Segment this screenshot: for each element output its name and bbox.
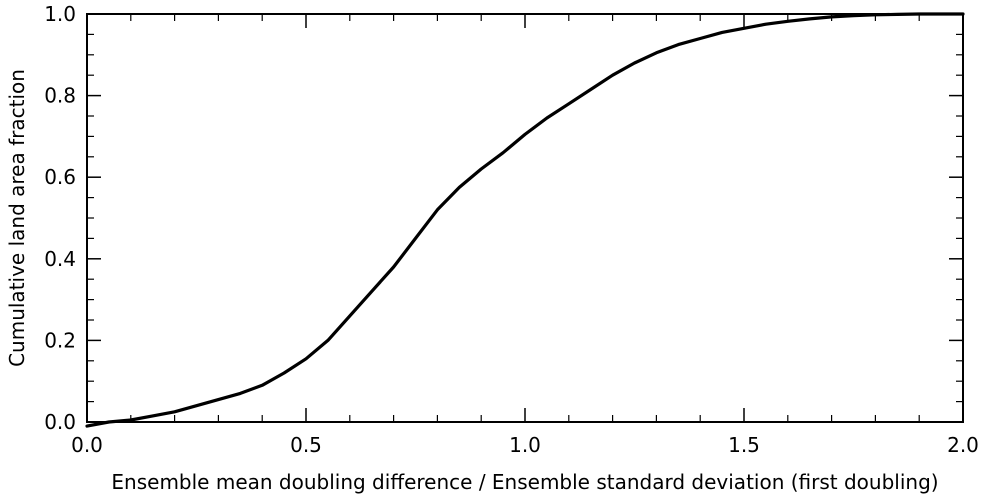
y-tick-labels: 0.0 0.2 0.4 0.6 0.8 1.0 xyxy=(44,2,76,434)
tick-marks xyxy=(86,13,964,423)
plot-frame xyxy=(86,13,964,423)
x-tick-label: 0.5 xyxy=(290,433,322,457)
y-tick-label: 0.2 xyxy=(44,328,76,352)
y-tick-label: 0.4 xyxy=(44,247,76,271)
y-tick-label: 0.6 xyxy=(44,165,76,189)
x-axis-title: Ensemble mean doubling difference / Ense… xyxy=(111,470,938,494)
x-tick-labels: 0.0 0.5 1.0 1.5 2.0 xyxy=(71,433,979,457)
y-tick-label: 1.0 xyxy=(44,2,76,26)
x-tick-label: 2.0 xyxy=(947,433,979,457)
y-tick-label: 0.8 xyxy=(44,84,76,108)
x-tick-label: 1.5 xyxy=(728,433,760,457)
cumulative-curve xyxy=(85,12,965,428)
y-tick-label: 0.0 xyxy=(44,410,76,434)
x-tick-label: 1.0 xyxy=(509,433,541,457)
y-axis-title: Cumulative land area fraction xyxy=(5,69,29,367)
x-tick-label: 0.0 xyxy=(71,433,103,457)
